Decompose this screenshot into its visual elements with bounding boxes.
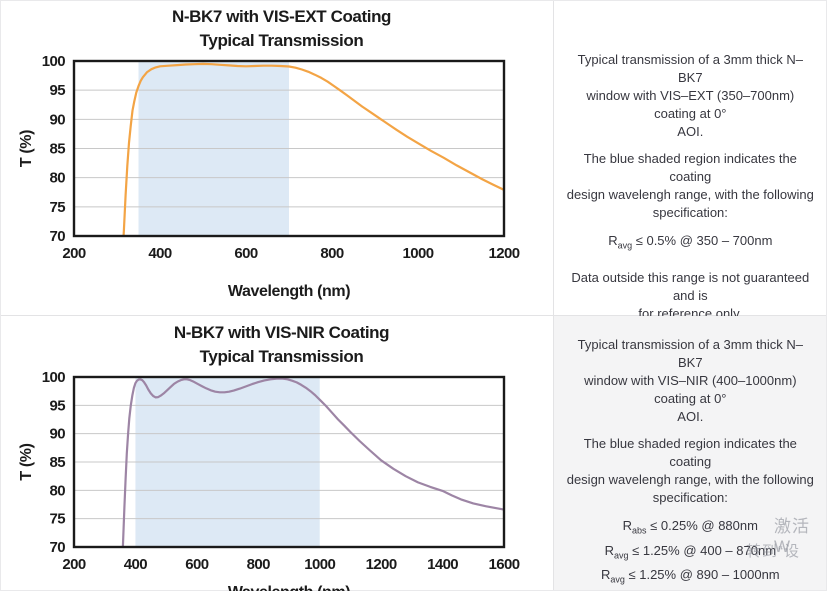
- y-tick-label: 75: [50, 199, 66, 216]
- y-tick-label: 85: [50, 141, 66, 158]
- transmission-curve: [121, 377, 504, 547]
- y-tick-label: 90: [50, 426, 66, 443]
- y-axis-title: T (%): [18, 130, 35, 167]
- x-axis-title: Wavelength (nm): [228, 584, 350, 591]
- chart-title-line1: N-BK7 with VIS-NIR Coating: [173, 323, 390, 342]
- x-tick-label: 1400: [427, 556, 458, 573]
- spec-line: Ravg ≤ 0.5% @ 350 – 700nm: [608, 233, 773, 251]
- transmission-plot-vis-nir: 100 95 90 85 80 75 70 200 400 600 800 1000 1200 1400 1…: [9, 362, 554, 591]
- y-tick-label: 95: [50, 397, 66, 414]
- spec-line: Rabs ≤ 0.25% @ 880nm: [622, 518, 758, 536]
- y-tick-label: 80: [50, 482, 66, 499]
- x-tick-label: 600: [185, 556, 208, 573]
- spec-lines: Rabs ≤ 0.25% @ 880nm Ravg ≤ 1.25% @ 400 –…: [567, 516, 814, 590]
- spec-lines: Ravg ≤ 0.5% @ 350 – 700nm: [567, 231, 814, 256]
- band-note-text: The blue shaded region indicates the coa…: [566, 151, 814, 220]
- x-axis-title: Wavelength (nm): [228, 283, 350, 300]
- plot-frame: [72, 375, 506, 549]
- spec-line: Ravg ≤ 1.25% @ 400 – 870nm: [604, 542, 777, 561]
- y-tick-label: 80: [50, 170, 66, 187]
- chart-title-line2: Typical Transmission: [199, 31, 364, 50]
- x-tick-label: 1000: [403, 245, 434, 262]
- plot-frame: [72, 59, 506, 238]
- x-tick-label: 200: [62, 245, 85, 262]
- transmission-curve: [122, 62, 504, 236]
- x-tick-label: 400: [148, 245, 171, 262]
- y-tick-label: 85: [50, 454, 66, 471]
- band-note-text: The blue shaded region indicates the coa…: [566, 436, 814, 505]
- chart-title-line1: N-BK7 with VIS-EXT Coating: [171, 7, 392, 26]
- disclaimer-text: Data outside this range is not guarantee…: [571, 269, 810, 321]
- intro-text: Typical transmission of a 3mm thick N–BK…: [577, 337, 804, 424]
- chart-vis-nir: N-BK7 with VIS-NIR Coating Typical Trans…: [1, 316, 554, 591]
- y-axis-title: T (%): [18, 443, 35, 480]
- y-tick-label: 95: [50, 82, 66, 99]
- transmission-plot-vis-ext: 100 95 90 85 80 75 70 200 400 600 800 1000 1200 Wavel…: [9, 46, 554, 313]
- x-tick-label: 600: [234, 245, 257, 262]
- y-tick-label: 100: [42, 369, 65, 386]
- y-tick-label: 75: [50, 511, 66, 528]
- y-tick-label: 90: [50, 111, 66, 128]
- row-vis-ext: N-BK7 with VIS-EXT Coating Typical Trans…: [1, 1, 826, 351]
- info-panel-vis-ext: Typical transmission of a 3mm thick N–BK…: [552, 1, 826, 351]
- chart-title-vis-nir: N-BK7 with VIS-NIR Coating Typical Trans…: [9, 321, 554, 369]
- x-tick-label: 200: [62, 556, 85, 573]
- y-tick-label: 70: [50, 228, 66, 245]
- chart-title-vis-ext: N-BK7 with VIS-EXT Coating Typical Trans…: [9, 5, 554, 53]
- chart-vis-ext: N-BK7 with VIS-EXT Coating Typical Trans…: [1, 1, 553, 315]
- chart-title-line2: Typical Transmission: [199, 347, 364, 366]
- x-tick-label: 800: [247, 556, 270, 573]
- y-tick-label: 100: [42, 53, 65, 70]
- x-tick-label: 800: [320, 245, 343, 262]
- x-tick-label: 1200: [366, 556, 397, 573]
- info-panel-vis-nir: Typical transmission of a 3mm thick N–BK…: [552, 316, 826, 590]
- spec-line: Ravg ≤ 1.25% @ 890 – 1000nm: [600, 567, 780, 585]
- y-tick-label: 70: [50, 539, 66, 556]
- x-tick-label: 1000: [304, 556, 335, 573]
- intro-text: Typical transmission of a 3mm thick N–BK…: [577, 52, 804, 139]
- row-vis-nir: N-BK7 with VIS-NIR Coating Typical Trans…: [1, 316, 826, 591]
- x-tick-label: 1600: [489, 556, 520, 573]
- x-tick-label: 1200: [489, 245, 520, 262]
- x-tick-label: 400: [124, 556, 147, 573]
